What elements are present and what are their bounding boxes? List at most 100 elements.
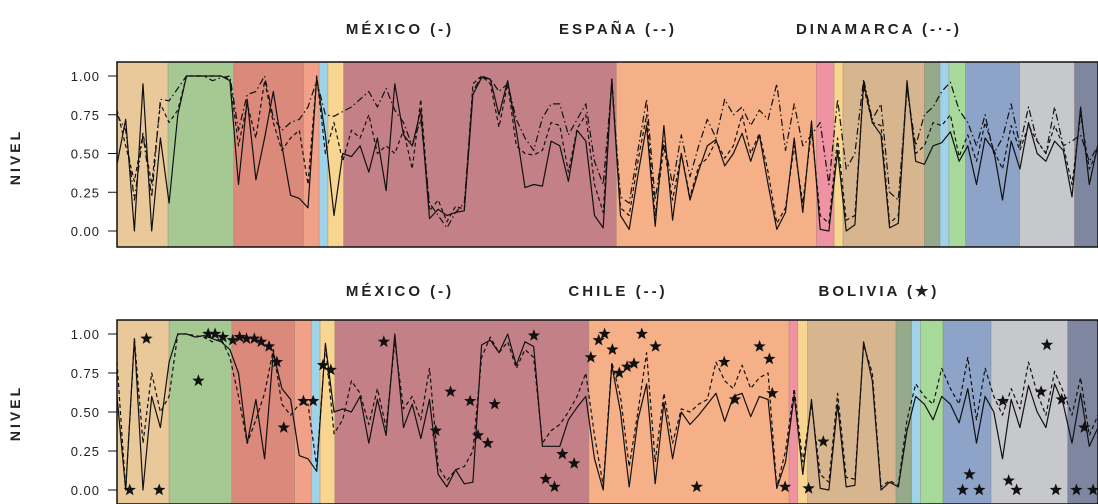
bottom-region (168, 320, 232, 504)
bottom-star-marker (481, 436, 494, 449)
top-ylabel: NIVEL (7, 129, 23, 185)
bottom-star-marker (817, 435, 830, 447)
top-y-ticks: 0.00 0.25 0.50 0.75 1.00 (71, 69, 117, 239)
top-series-mexico (116, 75, 1098, 232)
top-region (319, 62, 328, 247)
bottom-star-marker (297, 394, 310, 407)
bottom-star-marker (429, 424, 442, 436)
top-region (842, 62, 925, 247)
bottom-star-marker (649, 340, 662, 352)
bottom-region (320, 320, 335, 504)
bottom-ytick-label: 0.50 (71, 405, 100, 420)
bottom-star-marker (613, 366, 626, 379)
bottom-star-marker (963, 467, 976, 480)
bottom-star-marker (635, 327, 648, 340)
bottom-star-marker (123, 483, 136, 496)
bottom-star-marker (324, 363, 337, 376)
bottom-star-marker (277, 421, 290, 433)
bottom-star-marker (1086, 483, 1098, 496)
bottom-star-marker (1040, 338, 1054, 351)
bottom-star-marker (248, 332, 261, 344)
top-title-3: DINAMARCA (-·-) (796, 21, 962, 38)
bottom-title-1: MÉXICO (-) (346, 283, 454, 300)
bottom-star-marker (192, 374, 205, 387)
top-ytick-label: 0.25 (71, 185, 100, 200)
bottom-star-marker (548, 480, 561, 493)
bottom-star-marker (728, 393, 742, 405)
bottom-star-marker (153, 483, 166, 496)
bottom-star-marker (226, 333, 239, 346)
bottom-star-marker (1055, 393, 1068, 405)
top-region (168, 62, 234, 247)
bottom-star-marker (464, 394, 477, 407)
top-chart: MÉXICO (-) ESPAÑA (--) DINAMARCA (-·-) N… (7, 20, 1098, 248)
bottom-star-marker (316, 358, 330, 371)
bottom-series (116, 327, 1098, 496)
bottom-star-marker (307, 394, 320, 407)
top-region (233, 62, 304, 247)
top-region (940, 62, 949, 247)
bottom-region (895, 320, 912, 504)
top-title-2: ESPAÑA (--) (559, 20, 677, 38)
bottom-star-marker (778, 480, 792, 493)
top-plot-frame (116, 61, 1098, 248)
top-ytick-label: 0.50 (71, 147, 100, 162)
top-title-1: MÉXICO (-) (346, 21, 454, 38)
bottom-star-marker (598, 327, 611, 340)
bottom-star-marker (690, 480, 703, 493)
bottom-star-marker (1034, 385, 1048, 397)
bottom-ytick-label: 1.00 (71, 327, 100, 342)
bottom-star-marker (1002, 474, 1015, 486)
bottom-star-marker (996, 394, 1009, 407)
bottom-star-marker (140, 332, 153, 344)
bottom-star-marker (527, 329, 541, 341)
bottom-star-marker (270, 355, 284, 368)
bottom-star-marker (584, 350, 597, 363)
bottom-region (920, 320, 944, 504)
bottom-star-marker (718, 355, 731, 368)
bottom-star-marker (956, 483, 969, 496)
bottom-star-marker (606, 343, 619, 355)
bottom-star-marker (1049, 483, 1062, 496)
bottom-star-marker (1070, 483, 1083, 496)
bottom-region (911, 320, 921, 504)
bottom-regions (117, 320, 1098, 504)
top-ytick-label: 0.75 (71, 108, 100, 123)
bottom-region (1067, 320, 1098, 504)
bottom-star-marker (255, 335, 268, 348)
bottom-star-marker (488, 397, 501, 410)
top-ytick-label: 0.00 (71, 224, 100, 239)
top-region (343, 62, 617, 247)
bottom-star-marker (539, 472, 552, 485)
bottom-star-marker (620, 360, 634, 372)
bottom-y-ticks: 0.00 0.25 0.50 0.75 1.00 (71, 327, 117, 498)
top-series (116, 75, 1098, 232)
bottom-chart: MÉXICO (-) CHILE (--) BOLIVIA (★) NIVEL … (7, 283, 1098, 504)
bottom-region (991, 320, 1068, 504)
bottom-star-marker (262, 340, 276, 352)
bottom-title-3: BOLIVIA (★) (819, 283, 940, 300)
bottom-region (117, 320, 169, 504)
top-regions (117, 62, 1098, 247)
bottom-region (788, 320, 798, 504)
bottom-star-marker (556, 447, 569, 460)
top-ytick-label: 1.00 (71, 69, 100, 84)
bottom-plot-frame (116, 319, 1098, 504)
bottom-star-marker (202, 327, 215, 340)
top-series-dinamarca (116, 75, 1098, 229)
bottom-star-marker (444, 385, 457, 397)
bottom-region (311, 320, 321, 504)
bottom-star-marker (216, 330, 230, 343)
bottom-star-marker (471, 428, 485, 441)
bottom-ylabel: NIVEL (7, 385, 23, 441)
bottom-ytick-label: 0.00 (71, 483, 100, 498)
top-region (616, 62, 817, 247)
bottom-star-marker (1078, 421, 1091, 433)
bottom-star-marker (1010, 483, 1023, 496)
bottom-star-marker (208, 327, 222, 340)
bottom-star-marker (973, 483, 986, 496)
bottom-star-marker (802, 481, 815, 494)
bottom-star-marker (753, 340, 766, 352)
top-region (816, 62, 835, 247)
